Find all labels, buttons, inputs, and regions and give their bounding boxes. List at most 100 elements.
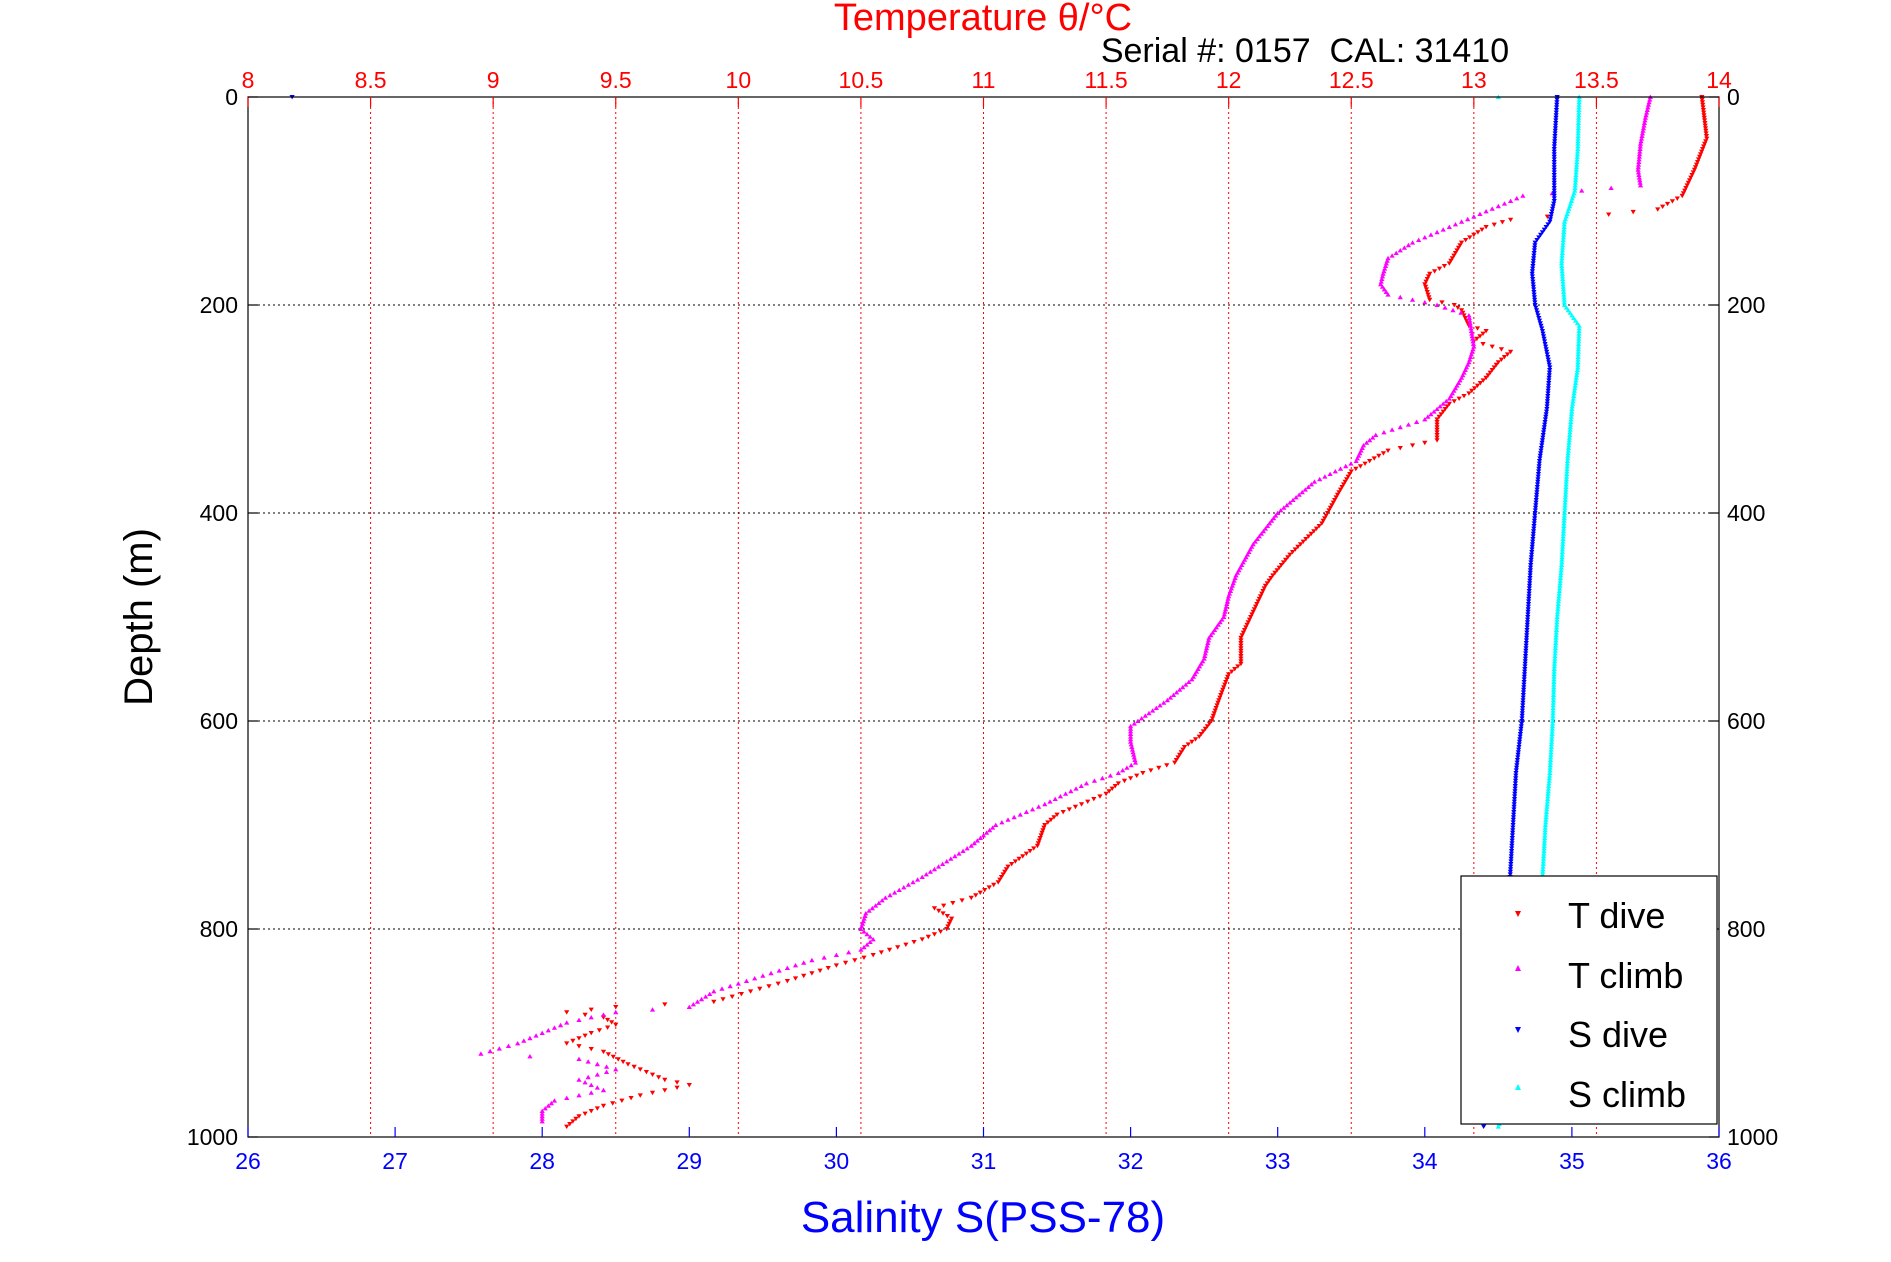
data-point	[1701, 110, 1707, 115]
data-point	[1703, 134, 1710, 139]
data-point	[1557, 580, 1563, 586]
data-point	[1216, 698, 1222, 703]
data-point	[594, 1072, 600, 1077]
data-point	[1382, 263, 1389, 268]
data-point	[1561, 219, 1568, 224]
bottom-tick-label: 30	[824, 1148, 850, 1174]
data-point	[1512, 789, 1518, 794]
data-point	[1553, 121, 1559, 126]
data-point	[1483, 209, 1489, 214]
data-point	[1554, 617, 1560, 622]
data-point	[1278, 563, 1284, 568]
data-point	[1078, 802, 1085, 807]
data-point	[1533, 498, 1539, 503]
data-point	[1550, 692, 1557, 697]
data-point	[931, 866, 938, 872]
data-point	[1443, 398, 1449, 404]
data-point	[1268, 576, 1274, 581]
data-point	[1566, 435, 1573, 440]
right-tick-label: 400	[1727, 500, 1765, 526]
data-point	[1495, 1124, 1501, 1129]
data-point	[1485, 373, 1491, 378]
data-point	[649, 1007, 656, 1012]
data-point	[1568, 417, 1574, 422]
data-point	[1542, 417, 1549, 422]
data-point	[1300, 539, 1306, 544]
data-point	[1701, 113, 1707, 118]
data-point	[1703, 139, 1709, 144]
data-point	[1057, 794, 1064, 799]
data-point	[1266, 578, 1272, 583]
data-point	[1550, 705, 1556, 710]
legend-marker-t-dive	[1515, 911, 1521, 917]
data-point	[1570, 396, 1576, 401]
legend-marker-s-dive	[1515, 1027, 1521, 1033]
data-point	[1348, 461, 1354, 466]
data-point	[1531, 521, 1537, 526]
data-point	[1575, 123, 1582, 128]
data-point	[1535, 313, 1541, 318]
data-point	[686, 1004, 692, 1009]
data-point	[792, 976, 799, 981]
data-point	[1564, 458, 1571, 463]
data-point	[1115, 781, 1121, 786]
data-point	[545, 1028, 551, 1033]
data-point	[1099, 775, 1106, 781]
data-point	[1439, 300, 1445, 305]
data-point	[1552, 126, 1559, 131]
data-point	[1440, 401, 1446, 406]
legend-marker-s-climb	[1515, 1084, 1521, 1090]
data-point	[1508, 217, 1514, 223]
data-point	[1495, 203, 1501, 209]
data-point	[1567, 427, 1573, 432]
data-point	[1452, 251, 1459, 256]
data-point	[1180, 747, 1186, 752]
data-point	[1537, 321, 1543, 326]
data-point	[1560, 534, 1566, 539]
data-point	[1543, 412, 1549, 417]
data-point	[1254, 536, 1260, 541]
data-point	[1041, 825, 1047, 830]
right-tick-label: 1000	[1727, 1124, 1778, 1150]
data-point	[1664, 201, 1671, 207]
data-point	[1575, 346, 1582, 352]
data-point	[1379, 276, 1385, 281]
data-point	[1285, 555, 1291, 560]
data-point	[1498, 357, 1505, 362]
data-point	[1489, 344, 1495, 349]
data-point	[1545, 786, 1552, 791]
data-point	[1454, 248, 1460, 253]
data-point	[1308, 482, 1315, 487]
data-point	[1551, 160, 1557, 165]
data-point	[1555, 599, 1562, 604]
data-point	[1530, 529, 1537, 534]
data-point	[1128, 776, 1134, 781]
data-point	[1568, 414, 1574, 419]
legend-label-t-climb: T climb	[1568, 955, 1683, 996]
data-point	[1559, 250, 1565, 255]
data-point	[1483, 329, 1489, 334]
data-point	[1701, 144, 1707, 149]
data-point	[1545, 383, 1552, 388]
data-point	[1554, 622, 1560, 627]
data-point	[576, 1017, 582, 1022]
data-point	[1544, 804, 1550, 809]
data-point	[1637, 149, 1643, 154]
data-point	[1337, 487, 1344, 492]
data-point	[1128, 731, 1134, 736]
data-point	[1547, 368, 1553, 373]
data-point	[521, 1038, 527, 1043]
data-point	[950, 901, 956, 906]
data-point	[1521, 682, 1527, 687]
legend-label-s-dive: S dive	[1568, 1014, 1668, 1055]
data-point	[1238, 659, 1244, 664]
data-point	[1052, 796, 1058, 801]
data-point	[1528, 557, 1534, 563]
data-point	[1520, 695, 1526, 700]
data-point	[1544, 352, 1550, 357]
data-point	[1569, 196, 1575, 201]
data-point	[1644, 110, 1650, 115]
data-point	[1562, 500, 1568, 505]
data-point	[1526, 589, 1532, 594]
data-point	[1037, 836, 1043, 841]
